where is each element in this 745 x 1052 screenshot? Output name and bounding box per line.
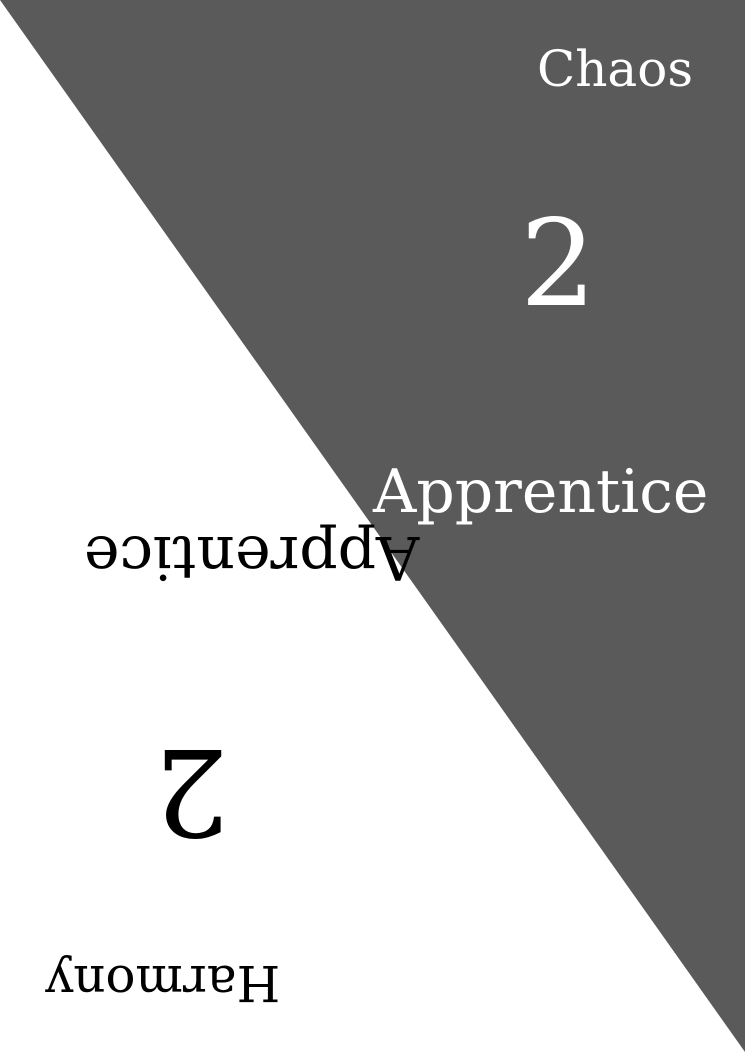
chaos-rank: Apprentice xyxy=(373,457,709,527)
harmony-value: 2 xyxy=(153,721,230,860)
chaos-value: 2 xyxy=(520,195,597,334)
harmony-rank: Apprentice xyxy=(84,522,420,592)
harmony-title: Harmony xyxy=(45,954,281,1012)
chaos-title: Chaos xyxy=(536,40,693,98)
